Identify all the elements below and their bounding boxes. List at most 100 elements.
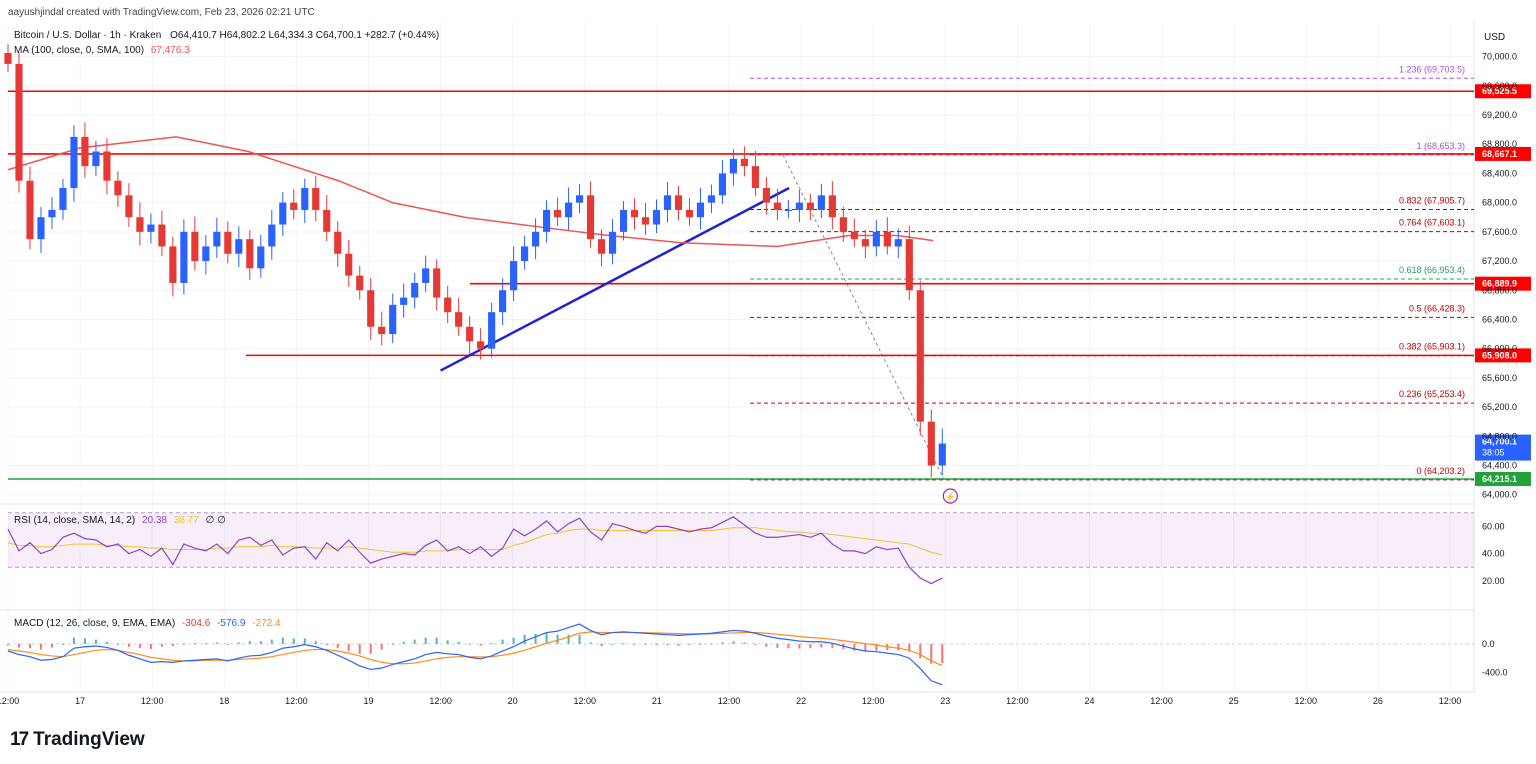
- macd-histogram-bar: [204, 643, 207, 645]
- time-axis-tick: 18: [219, 696, 229, 706]
- candle-body: [532, 231, 540, 247]
- macd-histogram-bar: [303, 638, 306, 644]
- candle-body: [817, 195, 825, 210]
- macd-histogram-bar: [7, 643, 9, 646]
- time-axis-tick: 12:00: [718, 696, 741, 706]
- candle-body: [191, 231, 199, 262]
- candle-body: [499, 290, 507, 313]
- ma-100-line: [7, 136, 934, 248]
- time-axis-tick: 12:00: [1295, 696, 1318, 706]
- candle-body: [905, 239, 913, 291]
- symbol-label: Bitcoin / U.S. Dollar · 1h · Kraken: [14, 30, 162, 41]
- macd-histogram-bar: [809, 643, 812, 649]
- time-axis-tick: 12:00: [1006, 696, 1029, 706]
- macd-histogram-bar: [655, 643, 658, 645]
- macd-histogram-bar: [930, 643, 933, 664]
- candle-body: [169, 246, 177, 283]
- time-axis-tick: 12:00: [0, 696, 19, 706]
- candle-body: [938, 443, 946, 466]
- candle-body: [367, 290, 375, 327]
- macd-histogram-bar: [314, 641, 317, 644]
- price-level-tag-label: 66,889.9: [1482, 279, 1517, 289]
- macd-histogram-bar: [336, 643, 339, 649]
- price-axis-tick: 66,400.0: [1482, 314, 1517, 324]
- macd-histogram-bar: [61, 643, 64, 645]
- candle-body: [246, 239, 254, 269]
- price-axis-tick: 69,600.0: [1482, 81, 1517, 91]
- macd-signal-value: -272.4: [252, 618, 281, 629]
- macd-histogram-bar: [39, 643, 42, 650]
- macd-histogram-bar: [171, 643, 174, 647]
- macd-histogram-bar: [501, 639, 504, 644]
- macd-histogram-bar: [160, 643, 163, 647]
- candle-body: [466, 326, 474, 342]
- price-level-tag: [1475, 276, 1531, 291]
- lightning-event-icon: [942, 488, 958, 504]
- candle-body: [125, 195, 133, 218]
- macd-histogram-bar: [347, 643, 350, 651]
- time-axis-tick: 24: [1084, 696, 1094, 706]
- candle-body: [37, 217, 45, 240]
- candle-body: [543, 209, 551, 232]
- macd-histogram-bar: [149, 643, 152, 649]
- price-axis-tick: 65,600.0: [1482, 373, 1517, 383]
- macd-histogram-bar: [402, 641, 405, 644]
- macd-label: MACD (12, 26, close, 9, EMA, EMA): [14, 618, 176, 629]
- candle-body: [290, 202, 298, 210]
- macd-histogram-bar: [325, 643, 328, 645]
- macd-histogram-bar: [28, 643, 31, 649]
- candle-body: [630, 209, 639, 218]
- lightning-event-glyph: ⚡: [945, 491, 956, 503]
- price-level-tag-label: 68,667.1: [1482, 149, 1517, 159]
- symbol-title: Bitcoin / U.S. Dollar · 1h · Kraken O64,…: [14, 30, 439, 41]
- macd-histogram-bar: [611, 643, 614, 645]
- rsi-band: [8, 512, 1474, 568]
- candle-body: [4, 52, 12, 64]
- time-axis-tick: 12:00: [1150, 696, 1173, 706]
- macd-legend: MACD (12, 26, close, 9, EMA, EMA) -304.6…: [14, 618, 281, 629]
- price-level-tag: [1475, 146, 1531, 161]
- macd-histogram-bar: [490, 643, 493, 645]
- price-axis-tick: 66,000.0: [1482, 344, 1517, 354]
- candle-body: [224, 231, 232, 254]
- candle-body: [301, 188, 309, 210]
- currency-label: USD: [1484, 32, 1506, 43]
- candle-body: [455, 312, 463, 327]
- macd-histogram-bar: [105, 641, 108, 644]
- ma-value: 67,476.3: [150, 45, 190, 56]
- candle-body: [235, 239, 243, 254]
- rsi-axis-tick: 40.00: [1482, 549, 1505, 559]
- macd-histogram-bar: [17, 643, 20, 648]
- price-level-tag-label: 64,215.1: [1482, 474, 1517, 484]
- price-level-tag: [1475, 471, 1531, 486]
- time-axis-tick: 22: [796, 696, 806, 706]
- candle-body: [312, 188, 320, 210]
- macd-histogram-bar: [534, 633, 537, 644]
- fib-level-label: 0.236 (65,253.4): [1399, 389, 1465, 399]
- macd-histogram-bar: [666, 643, 669, 646]
- macd-histogram-bar: [259, 641, 262, 644]
- macd-histogram-bar: [457, 641, 460, 644]
- candle-body: [597, 239, 606, 254]
- tradingview-logo[interactable]: 17 TradingView: [10, 729, 145, 751]
- macd-histogram-bar: [391, 643, 394, 645]
- candle-body: [575, 195, 584, 203]
- macd-histogram-bar: [864, 643, 867, 652]
- candle-body: [564, 202, 573, 218]
- macd-histogram-bar: [237, 642, 240, 644]
- ascending-trendline: [440, 186, 790, 372]
- rsi-legend: RSI (14, close, SMA, 14, 2) 20.38 38.77 …: [14, 515, 226, 526]
- candle-body: [685, 209, 694, 218]
- macd-histogram-bar: [116, 643, 119, 645]
- candle-body: [861, 239, 869, 247]
- candle-body: [894, 239, 902, 247]
- candle-body: [707, 195, 716, 203]
- candle-body: [608, 231, 617, 254]
- macd-histogram-bar: [765, 643, 768, 647]
- macd-histogram-bar: [435, 637, 438, 644]
- candle-body: [356, 275, 364, 291]
- price-axis-tick: 69,200.0: [1482, 110, 1517, 120]
- time-axis-tick: 21: [652, 696, 662, 706]
- macd-histogram-bar: [369, 643, 372, 654]
